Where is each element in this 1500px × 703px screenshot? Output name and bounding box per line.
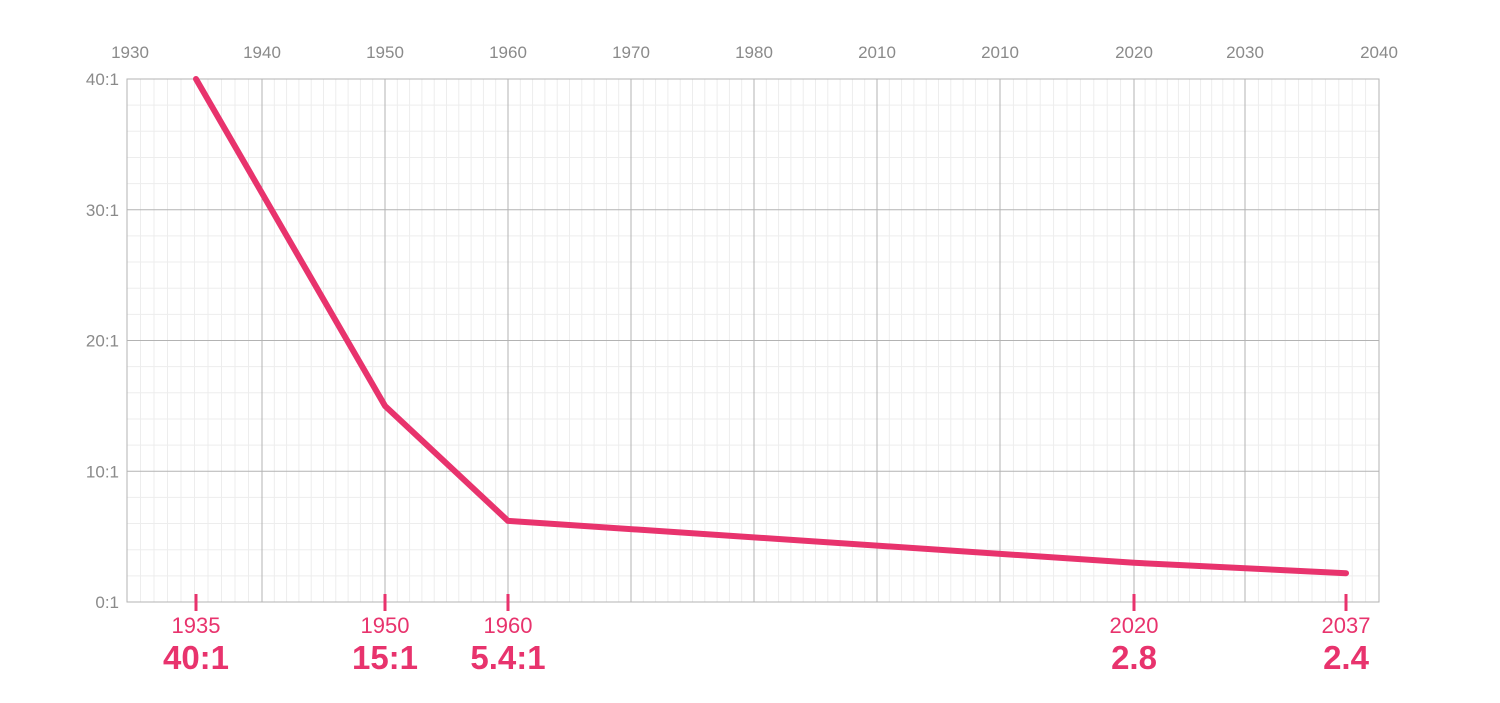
y-tick-label: 0:1: [95, 593, 119, 612]
x-tick-label: 1970: [612, 43, 650, 62]
y-tick-label: 40:1: [86, 70, 119, 89]
x-tick-label: 1930: [111, 43, 149, 62]
annotation-value: 2.4: [1323, 639, 1370, 676]
x-tick-label: 1940: [243, 43, 281, 62]
annotation-value: 40:1: [163, 639, 229, 676]
x-tick-label: 1950: [366, 43, 404, 62]
y-tick-label: 30:1: [86, 201, 119, 220]
x-tick-label: 2010: [981, 43, 1019, 62]
annotation-year: 2020: [1110, 613, 1159, 638]
annotation-year: 1960: [484, 613, 533, 638]
x-tick-label: 2020: [1115, 43, 1153, 62]
y-axis-tick-labels: 0:1 10:1 20:1 30:1 40:1: [86, 70, 119, 612]
x-tick-label: 1980: [735, 43, 773, 62]
annotation-value: 5.4:1: [470, 639, 545, 676]
series-line: [193, 76, 1349, 577]
plot-frame: [126, 78, 1380, 603]
y-tick-label: 20:1: [86, 332, 119, 351]
x-tick-label: 2010: [858, 43, 896, 62]
y-tick-label: 10:1: [86, 462, 119, 481]
annotation-value: 2.8: [1111, 639, 1157, 676]
annotation-year: 1950: [361, 613, 410, 638]
major-grid: [126, 79, 1380, 602]
x-tick-label: 2040: [1360, 43, 1398, 62]
annotation-year: 1935: [172, 613, 221, 638]
annotation-value: 15:1: [352, 639, 418, 676]
x-tick-label: 1960: [489, 43, 527, 62]
x-axis-tick-labels: 1930 1940 1950 1960 1970 1980 2010 2010 2020 2030…: [111, 43, 1398, 62]
annotation-year: 2037: [1322, 613, 1371, 638]
x-tick-label: 2030: [1226, 43, 1264, 62]
